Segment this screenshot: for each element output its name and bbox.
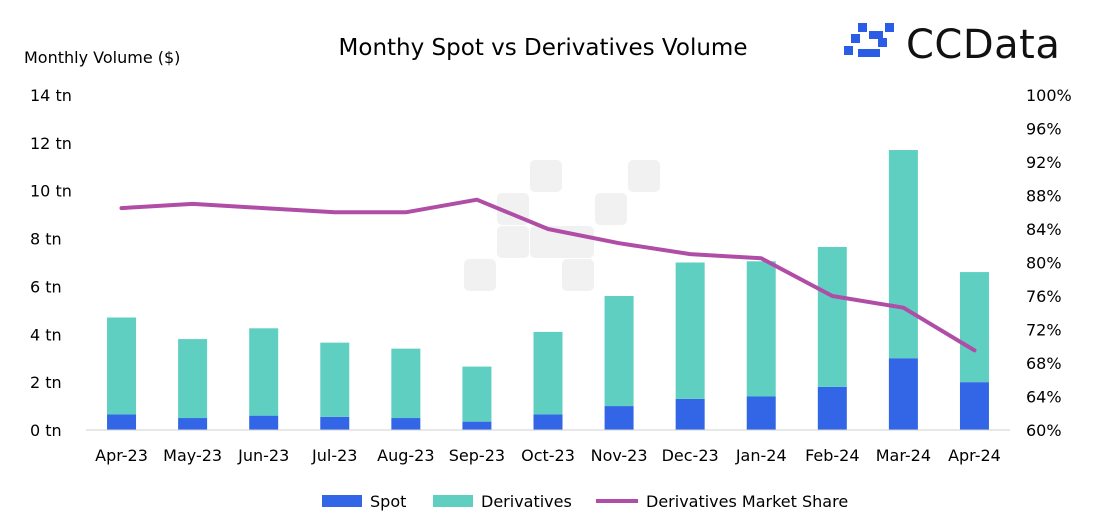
x-tick-label: Dec-23 — [662, 446, 719, 465]
bar-derivatives — [888, 150, 918, 359]
bar-spot — [604, 406, 634, 430]
y2-tick-label: 96% — [1026, 120, 1062, 139]
bar-derivatives — [178, 339, 208, 419]
bar-derivatives — [391, 348, 421, 419]
y2-tick-label: 76% — [1026, 287, 1062, 306]
legend-label-derivatives: Derivatives — [481, 492, 572, 511]
bar-derivatives — [746, 261, 776, 397]
x-tick-label: Oct-23 — [521, 446, 575, 465]
y-tick-label: 6 tn — [30, 277, 62, 296]
x-tick-label: Aug-23 — [377, 446, 434, 465]
y2-tick-label: 64% — [1026, 388, 1062, 407]
bar-derivatives — [533, 331, 563, 415]
bar-spot — [178, 418, 208, 430]
y2-tick-label: 92% — [1026, 153, 1062, 172]
x-tick-label: Feb-24 — [805, 446, 859, 465]
y-tick-label: 14 tn — [30, 86, 72, 105]
market-share-line — [119, 197, 977, 353]
legend-swatch-spot — [322, 495, 362, 507]
bar-derivatives — [604, 296, 634, 407]
chart-title: Monthy Spot vs Derivatives Volume — [339, 35, 748, 61]
left-axis-ticks: 0 tn 2 tn 4 tn 6 tn 8 tn 10 tn 12 tn 14 tn — [30, 86, 72, 440]
bar-spot — [888, 358, 918, 430]
y2-tick-label: 100% — [1026, 86, 1072, 105]
watermark-logo — [464, 160, 660, 291]
brand-name: CCData — [906, 22, 1060, 68]
x-tick-label: May-23 — [163, 446, 222, 465]
y2-tick-label: 80% — [1026, 254, 1062, 273]
x-tick-label: Nov-23 — [591, 446, 648, 465]
bar-derivatives — [462, 366, 492, 422]
y-tick-label: 4 tn — [30, 325, 62, 344]
y-tick-label: 0 tn — [30, 421, 62, 440]
bar-spot — [462, 421, 492, 430]
bar-spot — [107, 414, 137, 430]
bar-derivatives — [959, 272, 989, 383]
bar-derivatives — [320, 342, 350, 417]
line-market-share — [119, 197, 977, 353]
bar-spot — [320, 416, 350, 430]
x-tick-label: Jan-24 — [735, 446, 787, 465]
bar-spot — [746, 396, 776, 430]
bar-derivatives — [249, 328, 279, 416]
x-tick-label: Jun-23 — [237, 446, 289, 465]
legend: Spot Derivatives Derivatives Market Shar… — [322, 492, 848, 511]
y-tick-label: 8 tn — [30, 230, 62, 249]
y-tick-label: 10 tn — [30, 182, 72, 201]
legend-label-spot: Spot — [370, 492, 406, 511]
y2-tick-label: 72% — [1026, 321, 1062, 340]
bar-spot — [675, 398, 705, 430]
bar-spot — [533, 414, 563, 430]
bars — [107, 150, 989, 430]
y2-tick-label: 84% — [1026, 220, 1062, 239]
y2-tick-label: 88% — [1026, 187, 1062, 206]
legend-label-market-share: Derivatives Market Share — [646, 492, 848, 511]
y-tick-label: 2 tn — [30, 373, 62, 392]
brand-logo-icon — [844, 23, 894, 57]
x-tick-label: Apr-24 — [948, 446, 1001, 465]
x-tick-label: Jul-23 — [311, 446, 357, 465]
bar-derivatives — [107, 317, 137, 415]
bar-spot — [391, 418, 421, 430]
bar-derivatives — [675, 262, 705, 399]
y-axis-label: Monthly Volume ($) — [24, 48, 180, 67]
x-axis-ticks: Apr-23 May-23 Jun-23 Jul-23 Aug-23 Sep-23 Oct-… — [95, 446, 1001, 465]
legend-swatch-derivatives — [433, 495, 473, 507]
y2-tick-label: 68% — [1026, 354, 1062, 373]
y2-tick-label: 60% — [1026, 421, 1062, 440]
brand-logo: CCData — [844, 22, 1060, 68]
right-axis-ticks: 60% 64% 68% 72% 76% 80% 84% 88% 92% 96% 100% — [1026, 86, 1072, 440]
x-tick-label: Sep-23 — [449, 446, 505, 465]
bar-spot — [249, 415, 279, 430]
y-tick-label: 12 tn — [30, 134, 72, 153]
bar-derivatives — [817, 246, 847, 387]
bar-spot — [959, 382, 989, 430]
x-tick-label: Mar-24 — [876, 446, 931, 465]
bar-spot — [817, 386, 847, 430]
x-tick-label: Apr-23 — [95, 446, 148, 465]
